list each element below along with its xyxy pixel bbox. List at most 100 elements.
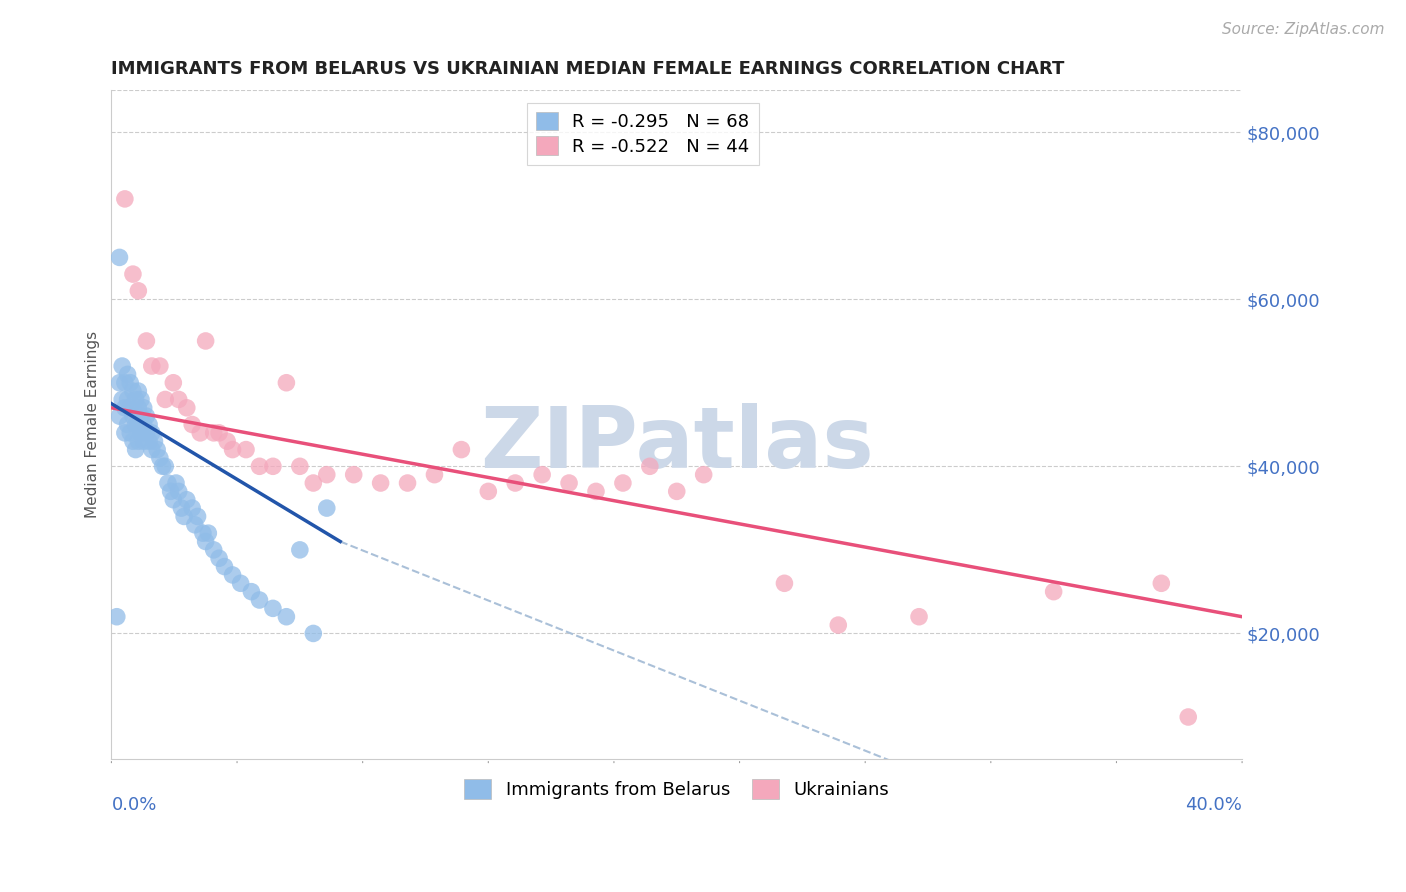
Point: [194, 334, 217, 348]
Point: [217, 434, 239, 449]
Point: [343, 467, 366, 482]
Point: [124, 442, 146, 457]
Point: [202, 425, 225, 440]
Y-axis label: Median Female Earnings: Median Female Earnings: [86, 331, 100, 518]
Point: [262, 459, 284, 474]
Text: Source: ZipAtlas.com: Source: ZipAtlas.com: [1222, 22, 1385, 37]
Point: [129, 409, 152, 424]
Point: [908, 609, 931, 624]
Point: [184, 517, 207, 532]
Point: [612, 476, 634, 491]
Point: [122, 409, 145, 424]
Point: [120, 425, 142, 440]
Point: [149, 450, 172, 465]
Point: [423, 467, 446, 482]
Point: [117, 417, 139, 432]
Point: [108, 251, 131, 265]
Point: [132, 434, 155, 449]
Point: [240, 584, 263, 599]
Point: [141, 359, 163, 373]
Point: [138, 417, 160, 432]
Point: [176, 401, 198, 415]
Point: [167, 484, 190, 499]
Point: [302, 626, 325, 640]
Point: [187, 509, 209, 524]
Point: [114, 401, 136, 415]
Point: [111, 359, 134, 373]
Point: [149, 359, 172, 373]
Point: [181, 417, 204, 432]
Point: [138, 434, 160, 449]
Point: [120, 401, 142, 415]
Point: [135, 409, 157, 424]
Point: [114, 192, 136, 206]
Point: [127, 284, 149, 298]
Point: [229, 576, 252, 591]
Point: [122, 267, 145, 281]
Point: [111, 392, 134, 407]
Point: [315, 467, 337, 482]
Point: [152, 459, 174, 474]
Point: [117, 368, 139, 382]
Point: [127, 417, 149, 432]
Text: 40.0%: 40.0%: [1185, 796, 1241, 814]
Point: [188, 425, 211, 440]
Point: [288, 542, 311, 557]
Point: [132, 417, 155, 432]
Point: [129, 392, 152, 407]
Point: [249, 593, 271, 607]
Point: [120, 376, 142, 390]
Point: [665, 484, 688, 499]
Point: [141, 442, 163, 457]
Point: [585, 484, 607, 499]
Point: [1042, 584, 1064, 599]
Point: [162, 376, 184, 390]
Point: [127, 384, 149, 398]
Point: [114, 376, 136, 390]
Point: [108, 376, 131, 390]
Point: [477, 484, 499, 499]
Point: [127, 434, 149, 449]
Point: [162, 492, 184, 507]
Point: [159, 484, 181, 499]
Point: [208, 551, 231, 566]
Point: [165, 476, 187, 491]
Point: [221, 568, 243, 582]
Point: [315, 501, 337, 516]
Point: [135, 425, 157, 440]
Point: [105, 609, 128, 624]
Text: IMMIGRANTS FROM BELARUS VS UKRAINIAN MEDIAN FEMALE EARNINGS CORRELATION CHART: IMMIGRANTS FROM BELARUS VS UKRAINIAN MED…: [111, 60, 1064, 78]
Point: [122, 434, 145, 449]
Point: [170, 501, 193, 516]
Point: [1177, 710, 1199, 724]
Point: [302, 476, 325, 491]
Point: [122, 384, 145, 398]
Point: [276, 609, 298, 624]
Point: [249, 459, 271, 474]
Point: [117, 392, 139, 407]
Point: [214, 559, 236, 574]
Legend: Immigrants from Belarus, Ukrainians: Immigrants from Belarus, Ukrainians: [457, 772, 897, 806]
Point: [197, 526, 219, 541]
Point: [235, 442, 257, 457]
Point: [124, 417, 146, 432]
Point: [1150, 576, 1173, 591]
Point: [202, 542, 225, 557]
Point: [262, 601, 284, 615]
Point: [156, 476, 179, 491]
Point: [450, 442, 472, 457]
Point: [127, 401, 149, 415]
Point: [176, 492, 198, 507]
Point: [531, 467, 554, 482]
Point: [503, 476, 526, 491]
Point: [370, 476, 392, 491]
Point: [276, 376, 298, 390]
Point: [773, 576, 796, 591]
Point: [124, 392, 146, 407]
Point: [638, 459, 661, 474]
Point: [692, 467, 714, 482]
Point: [114, 425, 136, 440]
Point: [155, 459, 177, 474]
Point: [208, 425, 231, 440]
Point: [827, 618, 849, 632]
